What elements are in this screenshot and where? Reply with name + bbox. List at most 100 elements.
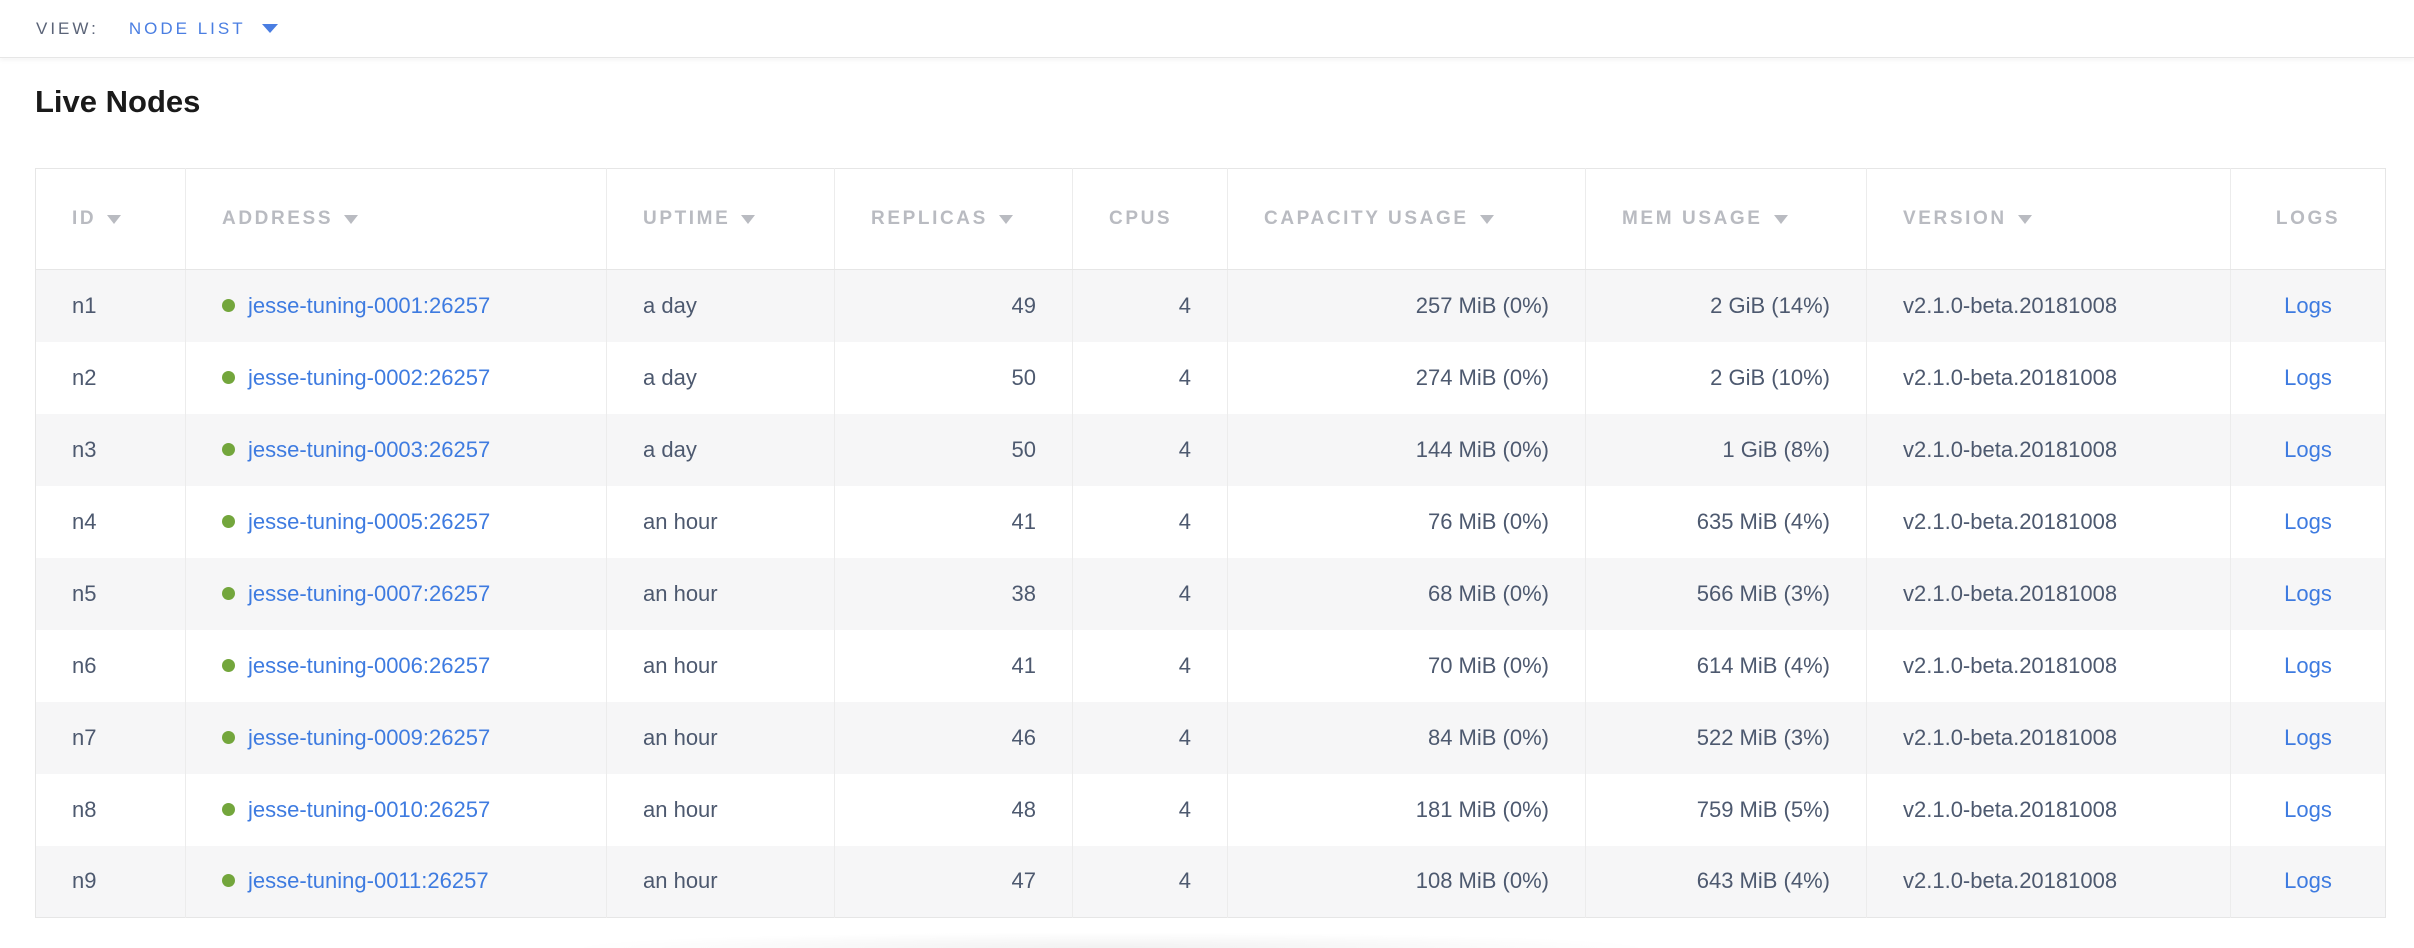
cell-address: jesse-tuning-0003:26257 — [185, 413, 607, 486]
cell-replicas: 46 — [834, 701, 1073, 774]
cell-logs: Logs — [2230, 845, 2386, 918]
cell-mem_usage: 759 MiB (5%) — [1585, 773, 1867, 846]
cell-capacity_usage: 68 MiB (0%) — [1227, 557, 1586, 630]
node-address-link[interactable]: jesse-tuning-0002:26257 — [248, 364, 491, 390]
column-header-label: UPTIME — [643, 208, 731, 229]
cell-cpus: 4 — [1072, 557, 1228, 630]
cell-mem_usage: 2 GiB (10%) — [1585, 341, 1867, 414]
cell-logs: Logs — [2230, 701, 2386, 774]
node-address-link[interactable]: jesse-tuning-0005:26257 — [248, 508, 491, 534]
cell-logs: Logs — [2230, 341, 2386, 414]
cell-capacity_usage: 84 MiB (0%) — [1227, 701, 1586, 774]
node-logs-link[interactable]: Logs — [2284, 652, 2332, 678]
cell-address: jesse-tuning-0006:26257 — [185, 629, 607, 702]
cell-uptime: a day — [606, 269, 835, 342]
node-address-link[interactable]: jesse-tuning-0003:26257 — [248, 436, 491, 462]
sort-desc-arrow-icon — [107, 215, 122, 224]
cell-id: n1 — [72, 292, 97, 318]
cell-capacity_usage: 76 MiB (0%) — [1227, 485, 1586, 558]
cell-id: n6 — [72, 652, 97, 678]
column-header-mem_usage[interactable]: MEM USAGE — [1585, 168, 1867, 270]
table-header: ID ADDRESS UPTIME REPLICAS CPUS CAPACITY USAG… — [35, 168, 2386, 270]
node-address-link[interactable]: jesse-tuning-0006:26257 — [248, 652, 491, 678]
cell-replicas: 48 — [834, 773, 1073, 846]
table-row: n5 jesse-tuning-0007:26257 an hour 38 4 68 Mi… — [35, 557, 2386, 630]
table-row: n4 jesse-tuning-0005:26257 an hour 41 4 76 Mi… — [36, 485, 2386, 558]
cell-replicas: 50 — [834, 341, 1073, 414]
chevron-down-icon — [261, 24, 278, 33]
cell-uptime: an hour — [606, 629, 835, 702]
live-nodes-table-body: n1 jesse-tuning-0001:26257 a day 49 4 257 MiB… — [35, 269, 2386, 918]
cell-version: v2.1.0-beta.20181008 — [1866, 773, 2231, 846]
table-row: n1 jesse-tuning-0001:26257 a day 49 4 257 MiB… — [35, 269, 2386, 342]
cell-version: v2.1.0-beta.20181008 — [1866, 557, 2231, 630]
cell-uptime: an hour — [606, 773, 835, 846]
cell-cpus: 4 — [1072, 845, 1228, 918]
column-header-label: ID — [72, 208, 97, 229]
cell-cpus: 4 — [1072, 413, 1228, 486]
cell-capacity_usage: 108 MiB (0%) — [1227, 845, 1586, 918]
node-live-status-dot — [222, 730, 235, 744]
cell-uptime: an hour — [606, 845, 835, 918]
node-live-status-dot — [222, 514, 235, 528]
sort-desc-arrow-icon — [741, 215, 756, 224]
node-live-status-dot — [222, 586, 235, 600]
node-address-link[interactable]: jesse-tuning-0010:26257 — [248, 796, 491, 822]
node-address-link[interactable]: jesse-tuning-0011:26257 — [248, 868, 489, 894]
table-row: n6 jesse-tuning-0006:26257 an hour 41 4 70 Mi… — [36, 629, 2386, 702]
cell-logs: Logs — [2230, 773, 2386, 846]
table-header-row: ID ADDRESS UPTIME REPLICAS CPUS CAPACITY USAG… — [35, 168, 2386, 270]
sort-desc-arrow-icon — [2017, 215, 2032, 224]
column-header-uptime[interactable]: UPTIME — [606, 168, 835, 270]
cell-logs: Logs — [2230, 269, 2386, 342]
node-live-status-dot — [222, 802, 235, 816]
column-header-label: LOGS — [2275, 208, 2341, 229]
cell-version: v2.1.0-beta.20181008 — [1866, 485, 2231, 558]
column-header-version[interactable]: VERSION — [1866, 168, 2231, 270]
column-header-capacity_usage[interactable]: CAPACITY USAGE — [1227, 168, 1586, 270]
column-header-id[interactable]: ID — [35, 168, 186, 270]
cell-id: n3 — [72, 436, 97, 462]
cell-version: v2.1.0-beta.20181008 — [1866, 269, 2231, 342]
view-selected-value: NODE LIST — [128, 18, 246, 38]
node-logs-link[interactable]: Logs — [2284, 364, 2332, 390]
cell-logs: Logs — [2230, 413, 2386, 486]
node-logs-link[interactable]: Logs — [2284, 796, 2332, 822]
node-address-link[interactable]: jesse-tuning-0009:26257 — [248, 724, 491, 750]
cell-uptime: an hour — [606, 485, 835, 558]
cell-capacity_usage: 181 MiB (0%) — [1227, 773, 1586, 846]
table-row: n7 jesse-tuning-0009:26257 an hour 46 4 84 Mi… — [35, 701, 2386, 774]
node-logs-link[interactable]: Logs — [2284, 868, 2332, 894]
cell-mem_usage: 566 MiB (3%) — [1585, 557, 1867, 630]
column-header-logs: LOGS — [2230, 168, 2386, 270]
cell-address: jesse-tuning-0005:26257 — [185, 485, 607, 558]
cell-version: v2.1.0-beta.20181008 — [1866, 413, 2231, 486]
node-address-link[interactable]: jesse-tuning-0007:26257 — [248, 580, 491, 606]
view-label: VIEW: — [36, 18, 99, 38]
node-logs-link[interactable]: Logs — [2284, 292, 2332, 318]
cell-mem_usage: 2 GiB (14%) — [1585, 269, 1867, 342]
node-logs-link[interactable]: Logs — [2284, 580, 2332, 606]
cell-capacity_usage: 274 MiB (0%) — [1227, 341, 1586, 414]
node-live-status-dot — [222, 298, 235, 312]
cell-replicas: 41 — [834, 485, 1073, 558]
cell-version: v2.1.0-beta.20181008 — [1866, 629, 2231, 702]
column-header-replicas[interactable]: REPLICAS — [834, 168, 1073, 270]
cell-mem_usage: 522 MiB (3%) — [1585, 701, 1867, 774]
cell-mem_usage: 1 GiB (8%) — [1585, 413, 1867, 486]
node-address-link[interactable]: jesse-tuning-0001:26257 — [248, 292, 491, 318]
cell-capacity_usage: 257 MiB (0%) — [1227, 269, 1586, 342]
cell-uptime: a day — [606, 413, 835, 486]
cell-id: n2 — [72, 364, 97, 390]
cell-replicas: 49 — [834, 269, 1073, 342]
page-title: Live Nodes — [35, 84, 201, 119]
node-logs-link[interactable]: Logs — [2284, 724, 2332, 750]
cell-uptime: a day — [606, 341, 835, 414]
cell-replicas: 38 — [834, 557, 1073, 630]
view-selector-dropdown[interactable]: NODE LIST — [129, 19, 278, 39]
cell-version: v2.1.0-beta.20181008 — [1866, 341, 2231, 414]
column-header-address[interactable]: ADDRESS — [185, 168, 607, 270]
node-logs-link[interactable]: Logs — [2284, 508, 2332, 534]
node-logs-link[interactable]: Logs — [2284, 436, 2332, 462]
cell-replicas: 47 — [834, 845, 1073, 918]
